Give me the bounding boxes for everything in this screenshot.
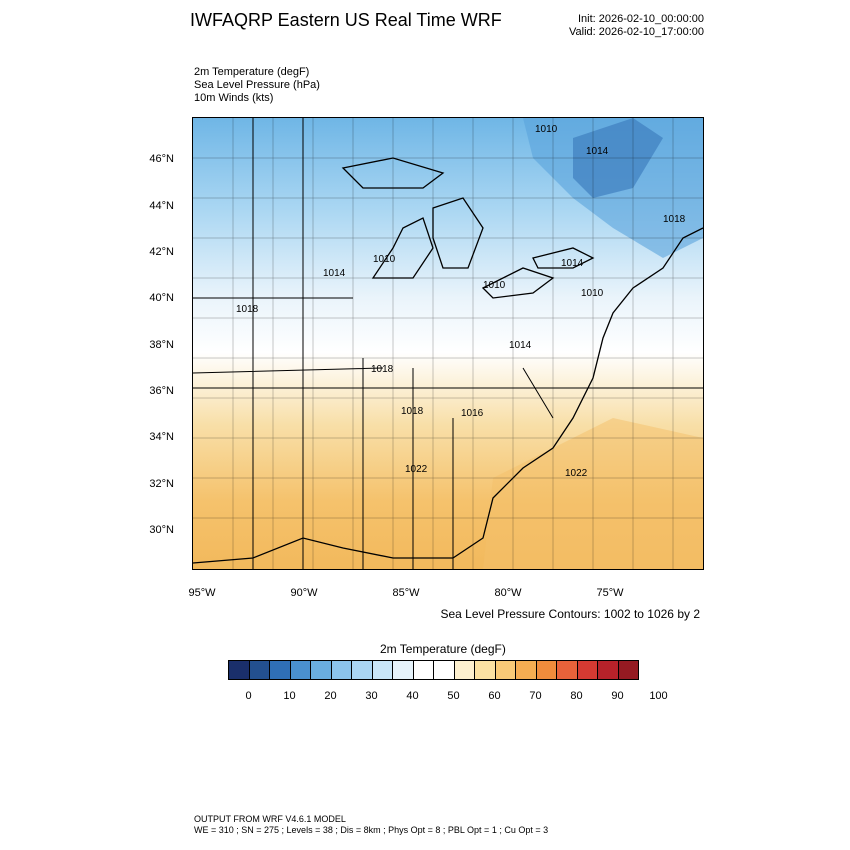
contour-label: 1022 xyxy=(565,468,588,479)
field-temperature: 2m Temperature (degF) xyxy=(194,66,310,78)
field-list: 2m Temperature (degF) Sea Level Pressure… xyxy=(194,66,320,105)
contour-label: 1014 xyxy=(586,146,609,157)
map-svg xyxy=(193,118,703,569)
colorbar-swatch xyxy=(495,661,516,679)
lon-label: 95°W xyxy=(188,587,216,599)
valid-time: Valid: 2026-02-10_17:00:00 xyxy=(569,26,704,38)
contour-label: 1018 xyxy=(663,214,686,225)
lat-label: 42°N xyxy=(149,246,174,258)
colorbar-swatch xyxy=(393,661,414,679)
colorbar-swatch xyxy=(372,661,393,679)
lon-label: 90°W xyxy=(290,587,318,599)
colorbar-swatch xyxy=(454,661,475,679)
contour-label: 1018 xyxy=(371,364,394,375)
contour-label: 1010 xyxy=(535,124,558,135)
colorbar-swatch xyxy=(311,661,332,679)
plot-title: IWFAQRP Eastern US Real Time WRF xyxy=(190,10,502,30)
field-winds: 10m Winds (kts) xyxy=(194,92,274,104)
contour-label: 1010 xyxy=(483,280,506,291)
state-borders xyxy=(193,118,703,569)
colorbar-label: 0 xyxy=(245,690,252,702)
slp-caption: Sea Level Pressure Contours: 1002 to 102… xyxy=(440,607,701,621)
colorbar-swatch xyxy=(352,661,373,679)
colorbar-title: 2m Temperature (degF) xyxy=(380,642,506,656)
lat-label: 36°N xyxy=(149,385,174,397)
lat-label: 44°N xyxy=(149,200,174,212)
colorbar-label: 30 xyxy=(365,690,378,702)
lat-label: 46°N xyxy=(149,153,174,165)
colorbar-label: 70 xyxy=(529,690,542,702)
colorbar-label: 40 xyxy=(406,690,419,702)
colorbar-label: 20 xyxy=(324,690,337,702)
colorbar-swatch xyxy=(618,661,638,679)
lat-label: 40°N xyxy=(149,292,174,304)
weather-map: 1010 1014 1018 1010 1014 1018 1014 1010 … xyxy=(192,117,704,570)
lat-label: 38°N xyxy=(149,339,174,351)
model-footer: OUTPUT FROM WRF V4.6.1 MODEL WE = 310 ; … xyxy=(194,814,548,836)
footer-line-1: OUTPUT FROM WRF V4.6.1 MODEL xyxy=(194,814,346,824)
colorbar-swatch xyxy=(290,661,311,679)
lat-label: 30°N xyxy=(149,524,174,536)
colorbar-swatch xyxy=(249,661,270,679)
colorbar-swatch xyxy=(598,661,619,679)
colorbar-label: 50 xyxy=(447,690,460,702)
colorbar-swatch xyxy=(516,661,537,679)
contour-label: 1018 xyxy=(236,304,259,315)
colorbar-swatch xyxy=(270,661,291,679)
contour-label: 1018 xyxy=(401,406,424,417)
colorbar-label: 100 xyxy=(649,690,668,702)
colorbar-label: 90 xyxy=(611,690,624,702)
lon-label: 85°W xyxy=(392,587,420,599)
colorbar-swatch xyxy=(434,661,455,679)
colorbar-label: 60 xyxy=(488,690,501,702)
coastlines xyxy=(193,157,703,564)
colorbar-swatch xyxy=(331,661,352,679)
colorbar-swatch xyxy=(413,661,434,679)
colorbar xyxy=(228,660,639,680)
colorbar-label: 80 xyxy=(570,690,583,702)
colorbar-swatch xyxy=(475,661,496,679)
contour-label: 1014 xyxy=(323,268,346,279)
county-grid xyxy=(193,118,703,569)
lat-label: 34°N xyxy=(149,431,174,443)
colorbar-swatch xyxy=(557,661,578,679)
contour-label: 1016 xyxy=(461,408,484,419)
init-time: Init: 2026-02-10_00:00:00 xyxy=(578,13,704,25)
init-valid-times: Init: 2026-02-10_00:00:00 Valid: 2026-02… xyxy=(569,13,704,39)
colorbar-label: 10 xyxy=(283,690,296,702)
lon-label: 75°W xyxy=(596,587,624,599)
footer-line-2: WE = 310 ; SN = 275 ; Levels = 38 ; Dis … xyxy=(194,825,549,835)
contour-label: 1014 xyxy=(561,258,584,269)
colorbar-swatch xyxy=(577,661,598,679)
colorbar-swatch xyxy=(536,661,557,679)
contour-label: 1022 xyxy=(405,464,428,475)
colorbar-swatch xyxy=(229,661,250,679)
lat-label: 32°N xyxy=(149,478,174,490)
contour-label: 1010 xyxy=(581,288,604,299)
field-slp: Sea Level Pressure (hPa) xyxy=(194,79,320,91)
contour-label: 1010 xyxy=(373,254,396,265)
lon-label: 80°W xyxy=(494,587,522,599)
contour-label: 1014 xyxy=(509,340,532,351)
